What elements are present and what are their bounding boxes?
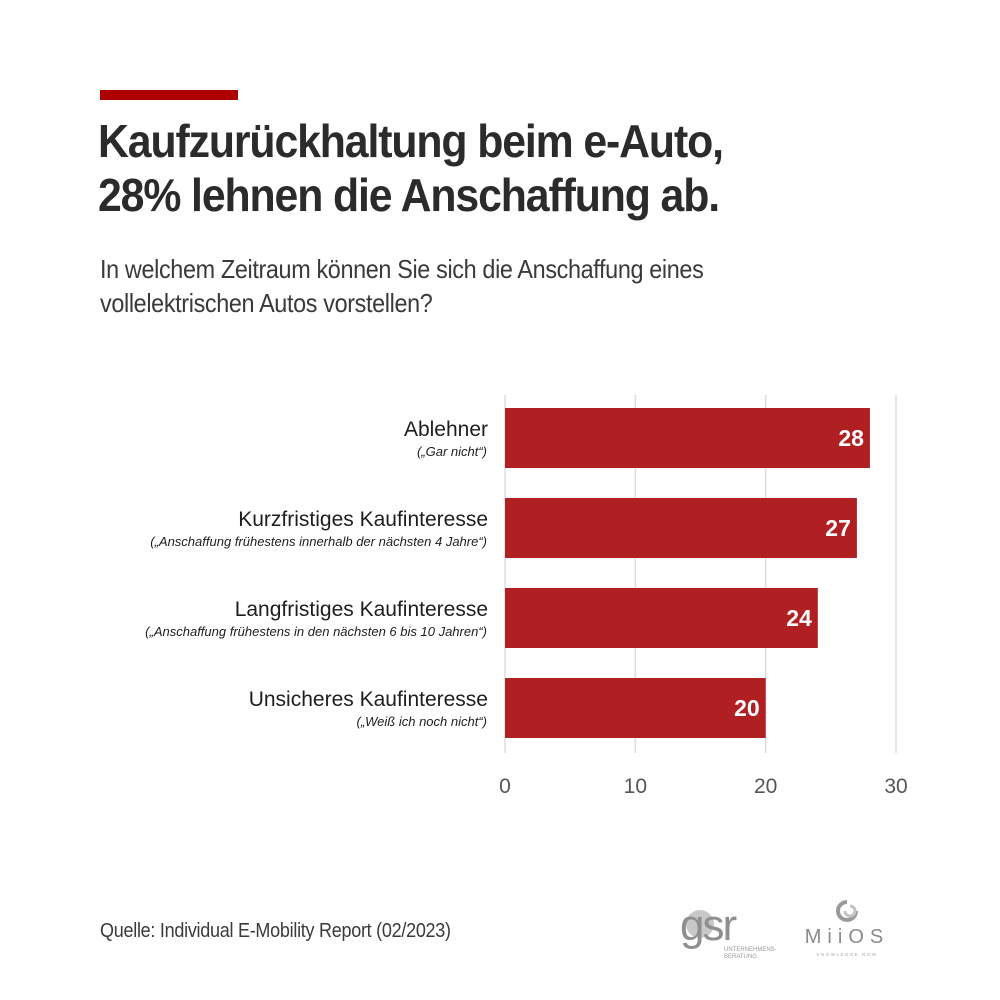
chart-subtitle-line-2: vollelektrischen Autos vorstellen? bbox=[100, 288, 433, 318]
chart-title-line-1: Kaufzurückhaltung beim e-Auto, bbox=[98, 115, 724, 167]
miios-logo: MiiOS KNOWLEDGE.NOW bbox=[805, 900, 889, 957]
gsr-logo-tagline-2: BERATUNG bbox=[724, 954, 757, 960]
x-axis-ticks: 0 10 20 30 bbox=[499, 775, 908, 798]
category-label-1: Ablehner bbox=[404, 418, 488, 441]
title-accent-bar bbox=[100, 90, 238, 100]
category-note-1: („Gar nicht“) bbox=[417, 444, 487, 459]
x-tick-label-10: 10 bbox=[624, 775, 647, 798]
bar-value-label-2: 27 bbox=[825, 515, 851, 541]
category-label-4: Unsicheres Kaufinteresse bbox=[249, 688, 488, 711]
category-note-2: („Anschaffung frühestens innerhalb der n… bbox=[150, 534, 487, 549]
bar-3 bbox=[505, 588, 818, 648]
x-tick-label-30: 30 bbox=[884, 775, 907, 798]
bar-2 bbox=[505, 498, 857, 558]
gsr-logo-wordmark: gsr bbox=[680, 904, 736, 950]
bars: 28 27 24 20 bbox=[505, 408, 870, 738]
chart-title: Kaufzurückhaltung beim e-Auto, 28% lehne… bbox=[98, 114, 724, 222]
bar-1 bbox=[505, 408, 870, 468]
x-tick-label-0: 0 bbox=[499, 775, 511, 798]
category-labels: Ablehner („Gar nicht“) Kurzfristiges Kaufi… bbox=[145, 418, 488, 729]
category-label-3: Langfristiges Kaufinteresse bbox=[235, 598, 488, 621]
chart-title-line-2: 28% lehnen die Anschaffung ab. bbox=[98, 169, 720, 221]
source-note: Quelle: Individual E-Mobility Report (02… bbox=[100, 920, 451, 942]
category-note-4: („Weiß ich noch nicht“) bbox=[356, 714, 487, 729]
gsr-logo: gsr UNTERNEHMENS- BERATUNG bbox=[680, 904, 777, 960]
gsr-logo-circle bbox=[686, 910, 714, 938]
category-label-2: Kurzfristiges Kaufinteresse bbox=[238, 508, 488, 531]
chart-subtitle: In welchem Zeitraum können Sie sich die … bbox=[100, 252, 704, 320]
bar-4 bbox=[505, 678, 766, 738]
miios-logo-tagline: KNOWLEDGE.NOW bbox=[816, 952, 877, 957]
x-tick-label-20: 20 bbox=[754, 775, 777, 798]
category-note-3: („Anschaffung frühestens in den nächsten… bbox=[145, 624, 487, 639]
chart-subtitle-line-1: In welchem Zeitraum können Sie sich die … bbox=[100, 254, 704, 284]
gsr-logo-tagline-1: UNTERNEHMENS- bbox=[724, 947, 777, 953]
miios-swirl-icon bbox=[836, 900, 858, 922]
bar-value-label-1: 28 bbox=[838, 425, 864, 451]
bar-value-label-3: 24 bbox=[786, 605, 812, 631]
bar-value-label-4: 20 bbox=[734, 695, 760, 721]
miios-logo-wordmark: MiiOS bbox=[805, 926, 889, 948]
